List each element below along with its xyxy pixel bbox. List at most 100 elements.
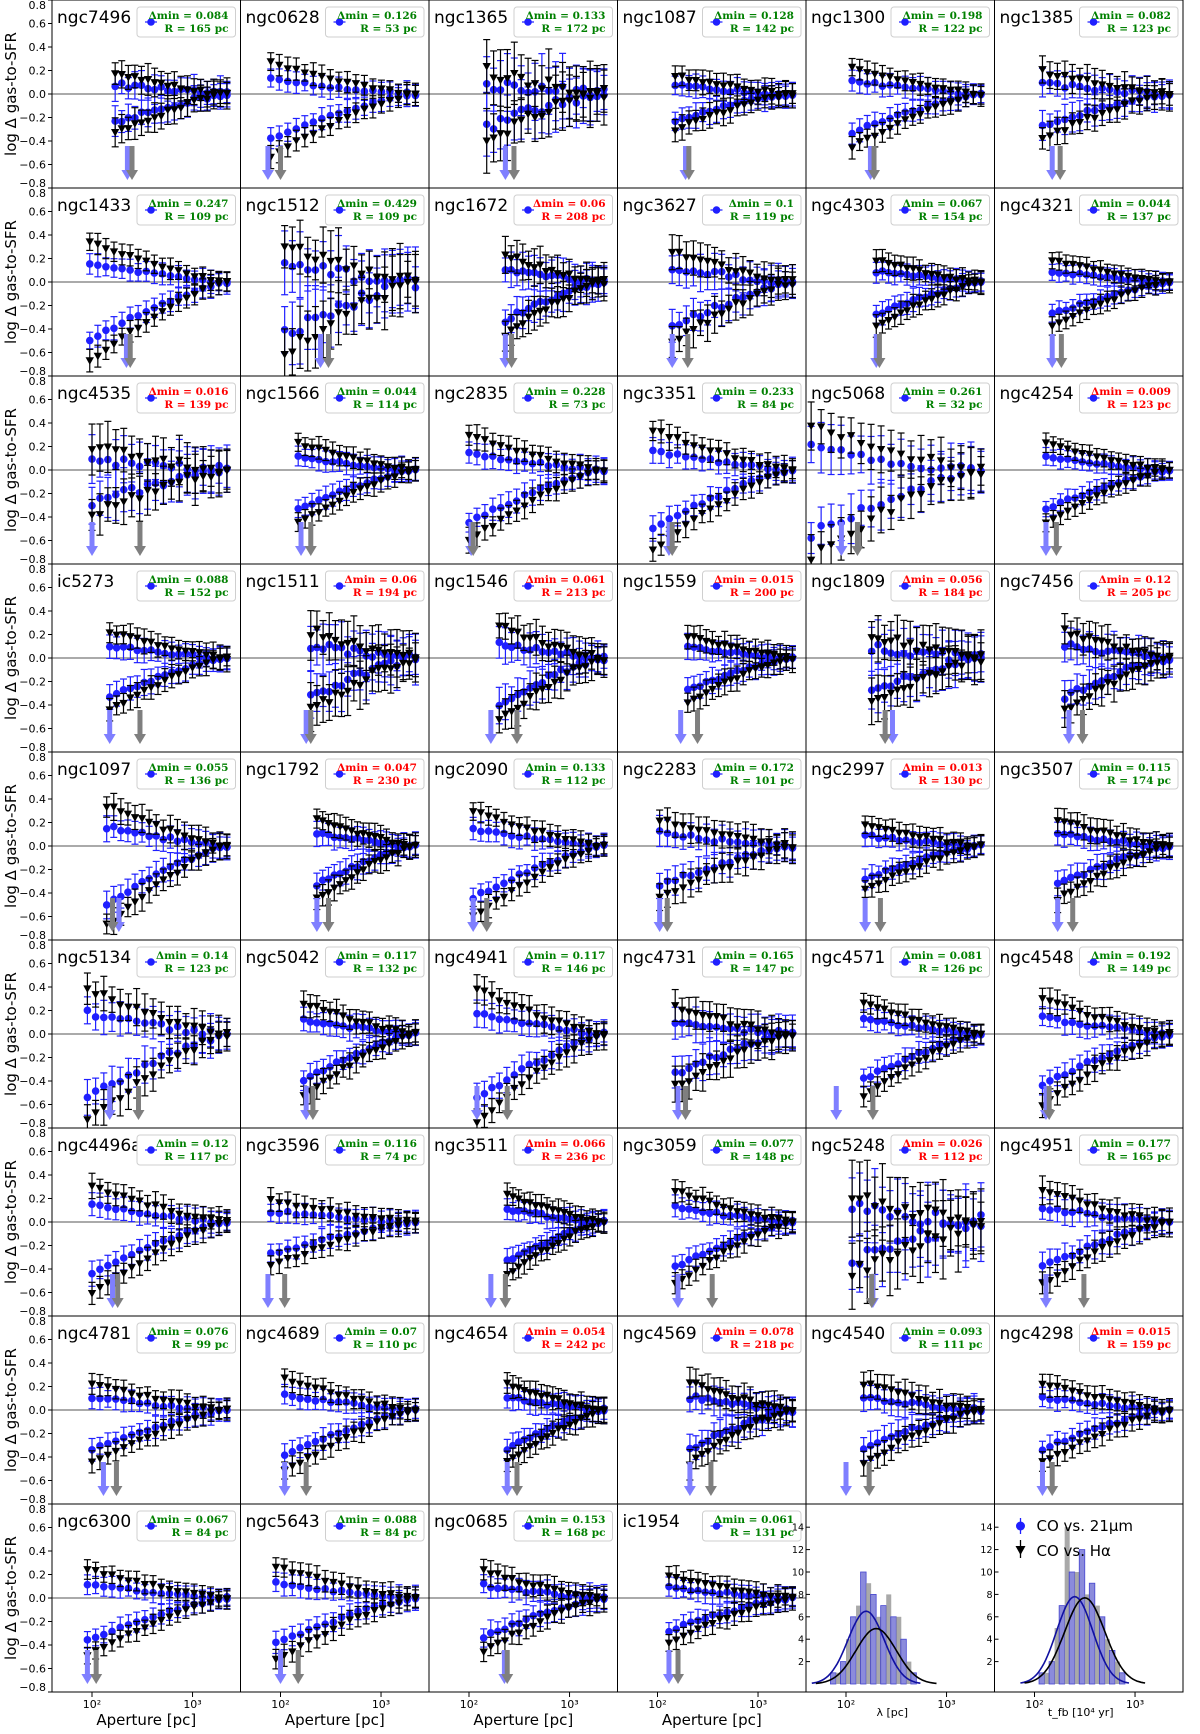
galaxy-name: ngc0628 [246,8,320,28]
data-point [893,76,902,84]
data-point [311,256,320,265]
data-point [1038,134,1047,143]
data-point [576,285,585,293]
data-point [667,248,677,257]
data-point [1103,297,1112,306]
data-point [510,118,519,127]
data-point [530,309,539,318]
data-point [689,442,699,450]
data-point [921,270,930,278]
data-point [216,89,225,98]
panel-ngc3627: ngc3627 Δmin = 0.1R = 119 pc [617,187,807,377]
data-point [697,444,707,453]
data-point [85,336,94,345]
data-point [1053,127,1062,136]
data-point [712,109,721,117]
data-point [857,503,865,512]
data-point [668,322,676,330]
data-point [300,133,310,142]
data-point [1068,313,1078,321]
data-point [755,462,764,470]
data-point [520,447,529,456]
data-point [151,457,160,465]
radius-label: R = 137 pc [1107,211,1171,223]
series-co-vs-halpha [110,60,232,108]
data-point [143,117,153,126]
data-point [698,455,706,463]
data-point [482,137,491,146]
data-point [697,510,707,518]
data-point [537,112,547,121]
data-point [118,319,126,328]
data-point [885,124,895,133]
data-point [150,313,159,322]
data-point [551,98,560,107]
data-point [411,467,420,475]
data-point [915,266,924,274]
data-point [328,491,337,499]
data-point [368,103,378,112]
data-point [1048,268,1057,277]
data-point [182,294,191,303]
data-point [198,472,208,481]
arrow-co-vs-halpha [873,334,886,368]
galaxy-name: ngc1087 [623,8,697,28]
data-point [730,490,740,499]
data-point [190,290,199,299]
panel-marks [617,234,806,368]
data-point [767,94,776,102]
data-point [174,298,183,307]
data-point [326,320,336,328]
data-point [739,85,749,94]
data-point [317,72,327,81]
data-point [472,434,482,442]
data-point [698,79,707,87]
data-point [174,267,183,275]
data-point [588,280,597,288]
data-point [788,466,797,474]
arrow-co-vs-21um [261,146,274,180]
data-point [480,436,490,444]
data-point [648,427,658,436]
data-point [1082,263,1091,271]
data-point [564,270,574,279]
data-point [890,313,899,322]
data-point [411,90,420,99]
data-point [111,502,121,510]
data-point [222,467,232,475]
data-point [976,91,986,100]
legend-box [136,382,236,414]
data-point [303,253,312,262]
data-point [591,468,601,476]
data-point [523,82,533,91]
data-point [848,129,856,138]
data-point [309,70,318,79]
data-point [95,511,105,519]
radius-label: R = 53 pc [360,23,417,35]
data-point [954,96,963,105]
data-point [314,509,324,517]
data-point [1045,71,1055,80]
data-point [927,270,936,279]
data-point [95,444,105,452]
radius-label: R = 172 pc [541,23,605,35]
data-point [397,469,406,477]
data-point [489,74,498,83]
data-point [1038,66,1047,74]
data-point [142,318,151,327]
data-point [696,319,705,327]
data-point [552,485,561,494]
data-point [170,81,179,90]
data-point [357,270,366,279]
data-point [318,251,328,260]
data-point [334,117,344,125]
data-point [94,332,102,340]
data-point [125,252,135,260]
data-point [1055,269,1063,277]
panel-ngc1672: ngc1672 Δmin = 0.06R = 208 pc [428,187,618,377]
data-point [1105,82,1114,91]
radius-label: R = 139 pc [164,399,228,411]
